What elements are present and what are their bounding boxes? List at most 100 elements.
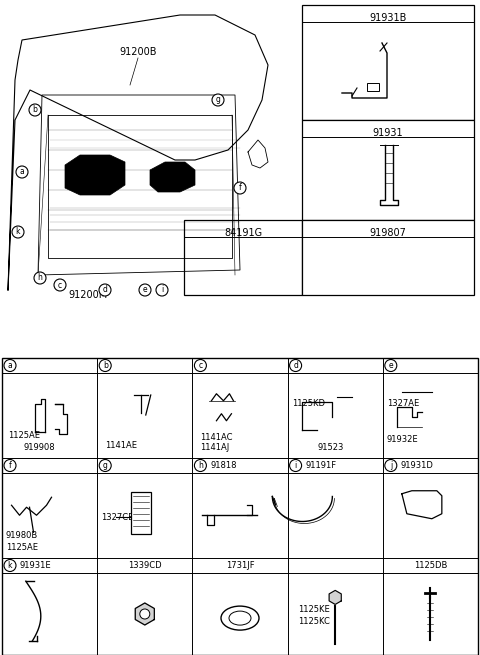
Circle shape [194, 360, 206, 371]
Ellipse shape [229, 611, 251, 625]
Text: 91931E: 91931E [20, 561, 52, 570]
Text: 91200M: 91200M [68, 290, 108, 300]
Circle shape [313, 412, 321, 419]
Circle shape [140, 609, 150, 619]
Text: 1327AE: 1327AE [387, 398, 419, 407]
Text: 919807: 919807 [370, 228, 407, 238]
Circle shape [234, 414, 240, 420]
Circle shape [36, 413, 41, 419]
Circle shape [99, 360, 111, 371]
Text: e: e [143, 286, 147, 295]
Text: 1125KE: 1125KE [298, 605, 329, 614]
Bar [2, 358, 478, 655]
Text: 91191F: 91191F [306, 461, 337, 470]
Polygon shape [150, 162, 195, 192]
Circle shape [16, 166, 28, 178]
Text: 1731JF: 1731JF [226, 561, 254, 570]
Text: 1125DB: 1125DB [414, 561, 447, 570]
Circle shape [34, 272, 46, 284]
Bar [184, 220, 302, 295]
Text: h: h [37, 274, 42, 282]
Circle shape [99, 284, 111, 296]
Text: 1327CB: 1327CB [101, 514, 134, 523]
Text: i: i [294, 461, 297, 470]
Bar [302, 5, 474, 120]
Circle shape [59, 422, 64, 427]
Text: b: b [103, 361, 108, 370]
Polygon shape [135, 603, 155, 625]
Circle shape [234, 182, 246, 194]
Text: 1125AE: 1125AE [8, 432, 40, 441]
Bar [131, 491, 151, 534]
Circle shape [351, 82, 357, 88]
Circle shape [4, 360, 16, 371]
Bar [302, 220, 474, 295]
Text: 91523: 91523 [318, 443, 344, 453]
Circle shape [28, 531, 35, 538]
Circle shape [194, 460, 206, 472]
Circle shape [29, 104, 41, 116]
Text: c: c [198, 361, 203, 370]
Bar [302, 120, 474, 220]
Circle shape [139, 284, 151, 296]
Text: 1141AE: 1141AE [105, 441, 137, 451]
Circle shape [385, 360, 397, 371]
Ellipse shape [231, 260, 255, 274]
Text: 1125KC: 1125KC [298, 618, 329, 626]
Text: 91932E: 91932E [387, 436, 419, 445]
Text: e: e [388, 361, 393, 370]
Text: d: d [293, 361, 298, 370]
Text: k: k [16, 227, 20, 236]
Text: 1339CD: 1339CD [128, 561, 162, 570]
Circle shape [223, 508, 237, 522]
Text: 1141AJ: 1141AJ [201, 443, 229, 453]
Text: 91980B: 91980B [6, 531, 38, 540]
Circle shape [212, 94, 224, 106]
Text: f: f [239, 183, 241, 193]
Circle shape [99, 460, 111, 472]
Polygon shape [65, 155, 125, 195]
Polygon shape [8, 15, 268, 290]
Circle shape [134, 413, 148, 427]
Text: a: a [20, 168, 24, 176]
Text: 91931: 91931 [372, 128, 403, 138]
Text: d: d [103, 286, 108, 295]
Circle shape [12, 226, 24, 238]
Text: a: a [8, 361, 12, 370]
Text: f: f [9, 461, 12, 470]
Text: b: b [33, 105, 37, 115]
Circle shape [205, 398, 211, 403]
Polygon shape [248, 140, 268, 168]
Text: 91200B: 91200B [119, 47, 157, 57]
Text: 1141AC: 1141AC [201, 434, 233, 443]
Circle shape [138, 417, 144, 423]
Text: g: g [103, 461, 108, 470]
Text: i: i [161, 286, 163, 295]
Circle shape [289, 360, 301, 371]
Circle shape [350, 392, 358, 400]
Ellipse shape [369, 254, 407, 280]
Text: 919908: 919908 [24, 443, 56, 453]
Circle shape [289, 460, 301, 472]
Text: 91818: 91818 [210, 461, 237, 470]
Circle shape [4, 460, 16, 472]
Circle shape [4, 559, 16, 572]
Text: 91931B: 91931B [369, 13, 407, 23]
Text: g: g [216, 96, 220, 105]
Circle shape [385, 460, 397, 472]
Text: j: j [390, 461, 392, 470]
Text: 91931D: 91931D [401, 461, 433, 470]
Circle shape [432, 388, 439, 396]
Text: k: k [8, 561, 12, 570]
Circle shape [156, 284, 168, 296]
Ellipse shape [221, 606, 259, 630]
Text: 84191G: 84191G [224, 228, 262, 238]
Circle shape [108, 512, 117, 521]
Text: 1125AE: 1125AE [6, 544, 38, 553]
Polygon shape [329, 590, 341, 605]
Circle shape [54, 279, 66, 291]
Bar [367, 83, 379, 91]
Text: c: c [58, 280, 62, 290]
Text: 1125KD: 1125KD [292, 398, 324, 407]
Ellipse shape [375, 259, 400, 276]
